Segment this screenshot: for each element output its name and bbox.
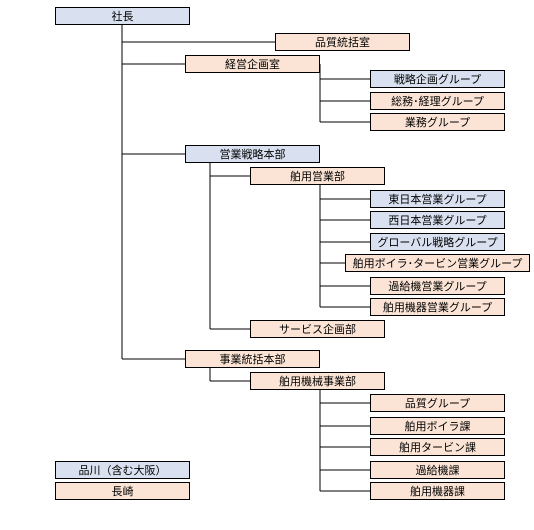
node-ops-group: 業務グループ: [370, 113, 505, 131]
node-west-sales: 西日本営業グループ: [370, 211, 505, 229]
node-equip-sec: 舶用機器課: [370, 482, 505, 500]
node-quality-group: 品質グループ: [370, 394, 505, 412]
org-chart: 社長品質統括室経営企画室戦略企画グループ総務･経理グループ業務グループ営業戦略本…: [0, 0, 534, 530]
node-president: 社長: [55, 7, 190, 25]
node-equip-sales: 舶用機器営業グループ: [370, 298, 505, 316]
node-east-sales: 東日本営業グループ: [370, 190, 505, 208]
node-boiler-sec: 舶用ボイラ課: [370, 417, 505, 435]
node-legend-blue: 品川（含む大阪）: [55, 461, 190, 479]
node-marine-sales: 舶用営業部: [250, 167, 385, 185]
node-mgmt-planning: 経営企画室: [185, 55, 320, 73]
node-legend-orange: 長崎: [55, 482, 190, 500]
node-turbo-sec: 過給機課: [370, 461, 505, 479]
node-turbine-sec: 舶用タービン課: [370, 438, 505, 456]
node-boiler-turbine: 舶用ボイラ･タービン営業グループ: [345, 254, 530, 272]
node-biz-hq: 事業統括本部: [185, 350, 320, 368]
node-turbo-sales: 過給機営業グループ: [370, 277, 505, 295]
node-global-strategy: グローバル戦略グループ: [370, 233, 505, 251]
node-strategy-group: 戦略企画グループ: [370, 70, 505, 88]
node-sales-hq: 営業戦略本部: [185, 145, 320, 163]
node-quality-office: 品質統括室: [275, 33, 410, 51]
node-service-plan: サービス企画部: [250, 320, 385, 338]
node-marine-mach: 舶用機械事業部: [250, 372, 385, 390]
node-ga-acct-group: 総務･経理グループ: [370, 92, 505, 110]
